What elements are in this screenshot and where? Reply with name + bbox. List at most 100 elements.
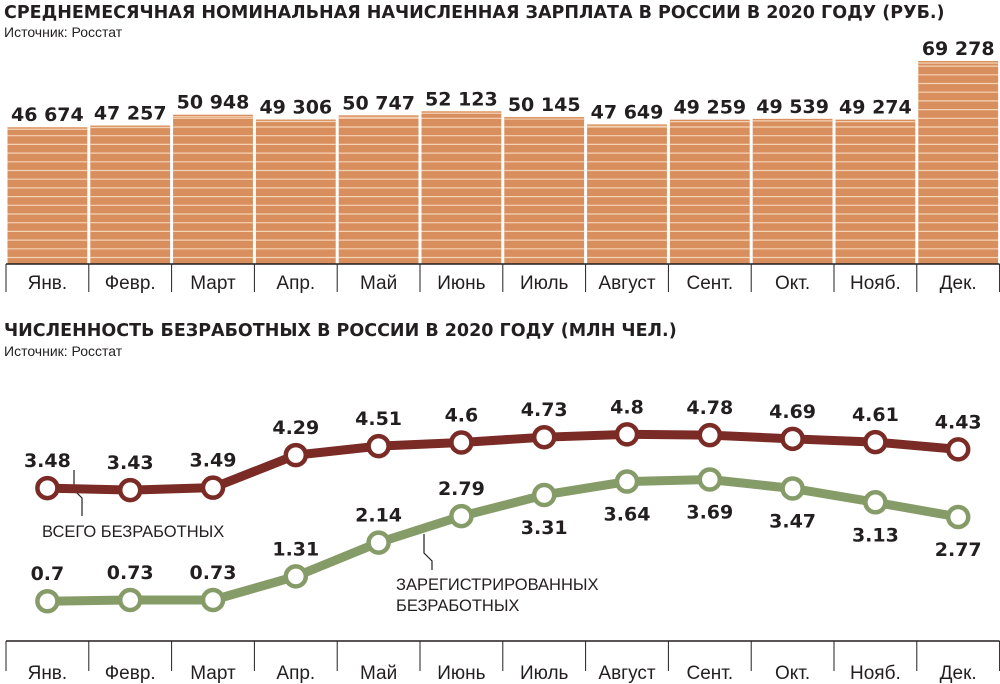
total-value-label: 4.43 xyxy=(935,411,982,433)
salary-bar xyxy=(587,124,667,264)
salary-value-label: 46 674 xyxy=(11,104,84,126)
unemployment-month-label: Июль xyxy=(520,663,569,684)
registered-unemployed-annotation-line2: БЕЗРАБОТНЫХ xyxy=(396,597,519,615)
salary-chart-title: СРЕДНЕМЕСЯЧНАЯ НОМИНАЛЬНАЯ НАЧИСЛЕННАЯ З… xyxy=(4,3,945,23)
salary-bar xyxy=(835,119,916,264)
registered-unemployed-point xyxy=(200,587,226,613)
total-value-label: 4.29 xyxy=(272,417,319,439)
total-value-label: 4.78 xyxy=(686,397,733,419)
unemployment-month-label: Нояб. xyxy=(850,663,901,684)
unemployment-month-label: Май xyxy=(360,663,397,684)
salary-month-label: Июнь xyxy=(437,273,485,294)
registered-unemployed-point xyxy=(863,490,888,515)
registered-value-label: 3.31 xyxy=(521,517,568,539)
salary-value-label: 50 145 xyxy=(508,94,581,116)
unemployment-chart-source: Источник: Росстат xyxy=(4,343,123,359)
salary-month-label: Апр. xyxy=(276,273,315,294)
salary-value-label: 69 278 xyxy=(922,38,995,60)
salary-value-label: 50 747 xyxy=(342,92,415,114)
salary-bar xyxy=(669,119,750,264)
salary-value-label: 49 259 xyxy=(673,97,746,119)
total-value-label: 4.73 xyxy=(521,399,568,421)
registered-unemployed-line xyxy=(42,475,963,606)
salary-value-label: 47 649 xyxy=(591,101,664,123)
registered-unemployed-point xyxy=(35,588,60,614)
salary-bar xyxy=(90,125,171,264)
registered-unemployed-point xyxy=(283,564,309,589)
total-unemployed-point xyxy=(449,430,474,455)
registered-unemployed-point xyxy=(531,482,557,508)
salary-month-label: Март xyxy=(190,273,236,294)
salary-value-label: 49 306 xyxy=(259,97,332,119)
unemployment-month-label: Апр. xyxy=(276,663,315,684)
unemployment-month-label: Окт. xyxy=(775,663,810,684)
registered-value-label: 1.31 xyxy=(272,538,319,560)
registered-value-label: 3.13 xyxy=(852,524,899,546)
salary-bar xyxy=(7,127,88,264)
salary-month-label: Окт. xyxy=(775,273,810,294)
unemployment-month-label: Март xyxy=(190,663,236,684)
registered-value-label: 2.77 xyxy=(935,539,982,561)
registered-value-label: 0.7 xyxy=(31,563,65,585)
total-unemployed-point xyxy=(283,442,309,468)
total-unemployed-point xyxy=(697,422,723,448)
registered-value-label: 3.69 xyxy=(686,502,733,524)
total-value-label: 4.8 xyxy=(610,396,644,418)
salary-month-label: Май xyxy=(360,273,397,294)
registered-unemployed-point xyxy=(449,503,474,529)
total-annotation-leader xyxy=(73,470,83,516)
salary-value-label: 49 274 xyxy=(839,97,912,119)
total-value-label: 3.48 xyxy=(24,450,71,472)
registered-annotation-leader xyxy=(423,534,433,570)
salary-month-label: Сент. xyxy=(686,273,733,294)
total-unemployed-annotation: ВСЕГО БЕЗРАБОТНЫХ xyxy=(42,523,224,541)
total-unemployed-line xyxy=(42,429,963,495)
total-unemployed-point xyxy=(863,429,888,455)
total-unemployed-point xyxy=(117,477,143,503)
salary-month-label: Янв. xyxy=(28,273,68,294)
unemployment-month-label: Август xyxy=(598,663,655,684)
total-value-label: 3.49 xyxy=(190,450,237,472)
unemployment-month-label: Февр. xyxy=(105,663,156,684)
registered-value-label: 2.14 xyxy=(355,505,402,527)
registered-unemployed-point xyxy=(614,469,640,494)
unemployment-month-label: Сент. xyxy=(686,663,733,684)
total-unemployed-point xyxy=(531,424,557,450)
salary-bar xyxy=(752,118,833,264)
registered-value-label: 2.79 xyxy=(438,478,485,500)
salary-bar xyxy=(918,61,999,264)
registered-unemployed-point xyxy=(697,467,723,492)
salary-month-label: Нояб. xyxy=(850,273,901,294)
registered-unemployed-annotation-line1: ЗАРЕГИСТРИРОВАННЫХ xyxy=(396,576,598,594)
total-unemployed-point xyxy=(366,433,391,459)
salary-bar xyxy=(504,117,585,264)
total-unemployed-point xyxy=(200,475,226,500)
registered-unemployed-point xyxy=(780,476,805,501)
salary-bar xyxy=(338,115,419,265)
total-value-label: 3.43 xyxy=(107,452,154,474)
salary-bar xyxy=(255,119,336,264)
registered-value-label: 0.73 xyxy=(107,562,154,584)
unemployment-month-label: Янв. xyxy=(28,663,68,684)
salary-chart-source: Источник: Росстат xyxy=(4,24,123,40)
registered-value-label: 3.47 xyxy=(769,510,816,532)
total-unemployed-point xyxy=(945,437,971,462)
salary-month-label: Июль xyxy=(520,273,569,294)
salary-value-label: 47 257 xyxy=(94,103,167,125)
salary-value-label: 49 539 xyxy=(756,96,829,118)
total-value-label: 4.61 xyxy=(852,404,899,426)
total-unemployed-point xyxy=(614,422,640,447)
unemployment-month-label: Дек. xyxy=(940,663,977,684)
unemployment-chart-title: ЧИСЛЕННОСТЬ БЕЗРАБОТНЫХ В РОССИИ В 2020 … xyxy=(4,321,677,341)
registered-unemployed-point xyxy=(117,587,143,613)
registered-unemployed-point xyxy=(945,504,971,530)
registered-value-label: 3.64 xyxy=(604,504,651,526)
total-unemployed-point xyxy=(780,426,805,452)
salary-value-label: 50 948 xyxy=(177,92,250,114)
salary-bar xyxy=(173,114,253,264)
total-value-label: 4.69 xyxy=(769,401,816,423)
salary-value-label: 52 123 xyxy=(425,88,498,110)
salary-month-label: Февр. xyxy=(105,273,156,294)
total-value-label: 4.6 xyxy=(445,404,479,426)
